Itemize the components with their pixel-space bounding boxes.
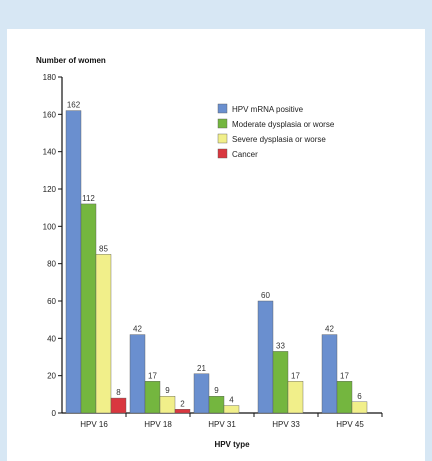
bar — [351, 401, 368, 414]
x-tick-label: HPV 18 — [144, 420, 172, 429]
data-label: 4 — [229, 396, 234, 405]
data-label: 9 — [214, 386, 219, 395]
bar — [80, 203, 97, 414]
bar — [95, 254, 112, 414]
data-label: 85 — [99, 244, 108, 253]
data-label: 17 — [148, 371, 157, 380]
data-label: 162 — [67, 101, 81, 110]
legend-swatch — [217, 103, 228, 114]
bar — [208, 396, 225, 414]
bar — [144, 381, 161, 414]
data-label: 42 — [133, 325, 142, 334]
data-label: 2 — [180, 399, 185, 408]
x-tick-label: HPV 45 — [336, 420, 364, 429]
x-axis-title: HPV type — [214, 440, 250, 449]
data-label: 6 — [357, 392, 362, 401]
data-label: 21 — [197, 364, 206, 373]
bar — [159, 396, 176, 414]
data-label: 17 — [340, 371, 349, 380]
data-label: 112 — [82, 194, 95, 203]
bar — [110, 397, 127, 414]
data-label: 17 — [291, 371, 300, 380]
data-label: 8 — [116, 388, 121, 397]
y-tick-label: 100 — [43, 222, 57, 231]
x-tick-label: HPV 31 — [208, 420, 236, 429]
y-tick-label: 40 — [47, 334, 56, 343]
bar — [287, 381, 304, 414]
y-tick-label: 180 — [43, 73, 57, 82]
y-tick-label: 20 — [47, 372, 56, 381]
legend-swatch — [217, 118, 228, 129]
legend-label: Severe dysplasia or worse — [232, 135, 326, 144]
bar — [257, 300, 274, 414]
y-tick-label: 120 — [43, 185, 57, 194]
bar — [272, 351, 289, 414]
y-tick-label: 80 — [47, 260, 56, 269]
y-axis-title: Number of women — [36, 56, 106, 65]
data-label: 9 — [165, 386, 170, 395]
bar — [321, 334, 338, 414]
x-tick-label: HPV 33 — [272, 420, 300, 429]
legend-label: Moderate dysplasia or worse — [232, 120, 335, 129]
legend-label: Cancer — [232, 150, 258, 159]
data-label: 60 — [261, 291, 270, 300]
legend-label: HPV mRNA positive — [232, 105, 304, 114]
bar — [174, 409, 191, 414]
y-tick-label: 140 — [43, 148, 57, 157]
y-tick-label: 160 — [43, 110, 57, 119]
bar — [193, 373, 210, 414]
y-tick-label: 0 — [52, 409, 57, 418]
bar — [336, 381, 353, 414]
x-tick-label: HPV 16 — [80, 420, 108, 429]
bar — [65, 110, 82, 414]
bar — [129, 334, 146, 414]
bar — [223, 405, 240, 414]
legend-swatch — [217, 148, 228, 159]
data-label: 42 — [325, 325, 334, 334]
legend-swatch — [217, 133, 228, 144]
y-tick-label: 60 — [47, 297, 56, 306]
data-label: 33 — [276, 341, 285, 350]
